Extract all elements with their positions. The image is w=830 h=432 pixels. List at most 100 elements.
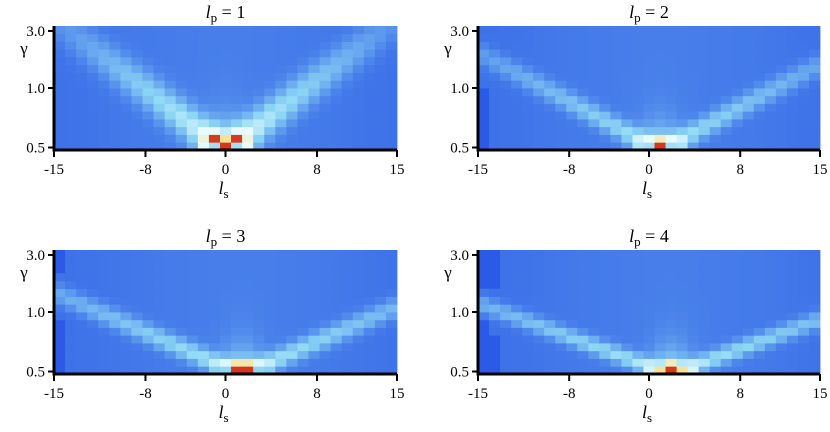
heatmap-cell (786, 41, 799, 50)
y-tick-label: 1.0 (450, 81, 469, 97)
heatmap-cell (164, 358, 177, 367)
heatmap-cell (308, 103, 320, 112)
heatmap-cell (533, 126, 545, 135)
heatmap-cell (698, 134, 711, 143)
heatmap-cell (253, 41, 265, 50)
heatmap-cell (264, 72, 276, 81)
heatmap-cell (297, 119, 309, 128)
heatmap-cell (632, 265, 644, 274)
heatmap-cell (588, 358, 600, 367)
heatmap-cell (500, 49, 512, 58)
heatmap-cell (308, 265, 320, 274)
heatmap-cell (330, 281, 343, 290)
heatmap-cell (687, 319, 700, 328)
heatmap-cell (610, 281, 622, 290)
heatmap-cell (665, 366, 677, 375)
heatmap-cell (808, 72, 821, 81)
x-tick-label: 8 (313, 162, 321, 178)
heatmap-cell (175, 281, 188, 290)
heatmap-cell (352, 49, 365, 58)
heatmap-cell (808, 142, 821, 151)
heatmap-cell (242, 57, 254, 66)
heatmap-cell (242, 250, 254, 259)
heatmap-cell (153, 26, 166, 35)
heatmap-cell (208, 126, 221, 135)
heatmap-cell (566, 119, 578, 128)
heatmap-cell (599, 319, 611, 328)
heatmap-cell (208, 142, 221, 151)
heatmap-cell (478, 57, 490, 66)
heatmap-cell (533, 288, 545, 297)
heatmap-cell (599, 64, 611, 73)
heatmap-cell (808, 281, 821, 290)
heatmap-cell (219, 134, 232, 143)
panel-title: lp = 3 (206, 226, 246, 249)
heatmap-cell (98, 57, 110, 66)
heatmap-cell (186, 273, 199, 282)
heatmap-cell (544, 319, 556, 328)
heatmap-cell (544, 33, 556, 42)
heatmap-cell (742, 80, 755, 89)
heatmap-cell (610, 304, 622, 313)
heatmap-cell (698, 265, 711, 274)
heatmap-cell (588, 273, 600, 282)
heatmap-cell (219, 142, 232, 151)
heatmap-cell (665, 119, 677, 128)
heatmap-cell (654, 134, 666, 143)
heatmap-cell (753, 265, 766, 274)
heatmap-cell (753, 366, 766, 375)
heatmap-cell (286, 95, 298, 104)
heatmap-cell (797, 343, 810, 352)
heatmap-cell (577, 95, 589, 104)
heatmap-cell (363, 250, 376, 259)
heatmap-cell (109, 350, 121, 359)
heatmap-cell (242, 327, 254, 336)
heatmap-cell (511, 358, 523, 367)
heatmap-cell (109, 358, 121, 367)
heatmap-cell (76, 312, 88, 321)
heatmap-cell (308, 80, 320, 89)
heatmap-cell (687, 57, 700, 66)
heatmap-cell (731, 103, 744, 112)
heatmap-cell (544, 327, 556, 336)
heatmap-cell (242, 142, 254, 151)
heatmap-cell (687, 304, 700, 313)
heatmap-cell (65, 49, 77, 58)
heatmap-cell (599, 250, 611, 259)
heatmap-cell (676, 350, 689, 359)
heatmap-cell (175, 88, 188, 97)
heatmap-cell (731, 111, 744, 120)
heatmap-cell (599, 257, 611, 266)
heatmap-cell (374, 26, 387, 35)
heatmap-cell (533, 257, 545, 266)
heatmap-cell (522, 95, 534, 104)
heatmap-cell (231, 72, 243, 81)
heatmap-cell (654, 95, 666, 104)
heatmap-cell (76, 134, 88, 143)
heatmap-cell (231, 111, 243, 120)
heatmap-cell (797, 288, 810, 297)
heatmap-cell (764, 304, 777, 313)
heatmap-cell (731, 41, 744, 50)
heatmap-cell (555, 49, 567, 58)
heatmap-cell (120, 319, 132, 328)
heatmap-cell (720, 350, 733, 359)
heatmap-cell (164, 366, 177, 375)
heatmap-cell (511, 26, 523, 35)
heatmap-cell (599, 312, 611, 321)
heatmap-cell (566, 41, 578, 50)
heatmap-cell (330, 134, 343, 143)
heatmap-cell (632, 273, 644, 282)
heatmap-cell (363, 95, 376, 104)
heatmap-cell (797, 57, 810, 66)
heatmap-cell (330, 95, 343, 104)
heatmap-cell (478, 288, 490, 297)
heatmap-cell (544, 288, 556, 297)
heatmap-cell (330, 335, 343, 344)
heatmap-cell (742, 281, 755, 290)
heatmap-cell (76, 64, 88, 73)
heatmap-cell (753, 33, 766, 42)
heatmap-cell (197, 33, 210, 42)
heatmap-cell (764, 273, 777, 282)
heatmap-cell (720, 142, 733, 151)
